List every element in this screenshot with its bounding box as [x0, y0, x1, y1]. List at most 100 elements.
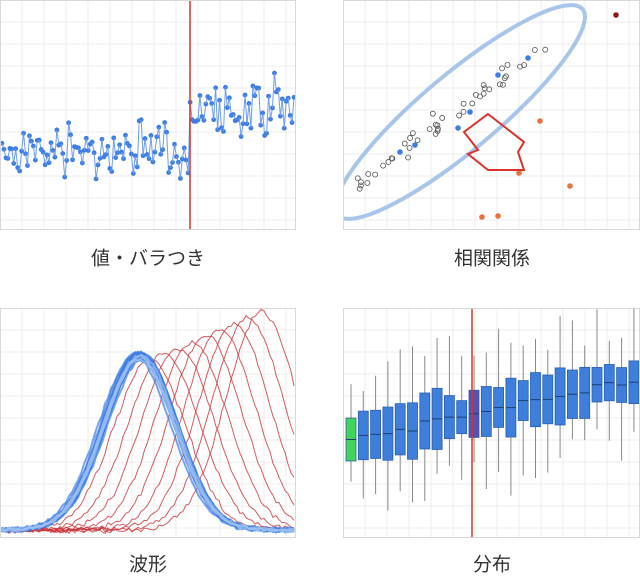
connector [177, 162, 181, 179]
connector [219, 100, 223, 128]
connector [144, 138, 148, 155]
point [407, 135, 413, 141]
connector [244, 94, 248, 124]
connector [199, 95, 203, 117]
point [434, 125, 441, 132]
point [531, 47, 538, 53]
point [434, 128, 441, 134]
point [95, 162, 101, 168]
waveform-thumbnail [0, 308, 296, 538]
point [62, 174, 68, 180]
connector [56, 129, 60, 146]
point [46, 160, 52, 166]
point [42, 162, 48, 168]
connector [266, 96, 270, 134]
point [166, 170, 172, 175]
correlation-thumbnail [343, 0, 640, 230]
point [54, 127, 60, 133]
connector [34, 140, 38, 161]
connector [248, 103, 252, 129]
connector [21, 133, 25, 152]
connector [19, 150, 23, 171]
connector [262, 112, 266, 136]
point [154, 134, 160, 140]
connector [224, 87, 228, 108]
connector [271, 72, 275, 108]
connector [246, 103, 250, 124]
connector [283, 101, 287, 129]
point [385, 159, 392, 165]
connector [203, 103, 207, 121]
point [103, 152, 109, 157]
point [130, 171, 136, 176]
point [9, 146, 15, 152]
connector [123, 135, 126, 159]
point [389, 155, 396, 162]
connector [215, 87, 219, 130]
point [426, 126, 433, 133]
point [469, 100, 476, 107]
point-highlight [412, 142, 418, 148]
connector [179, 158, 183, 179]
connector [228, 97, 232, 116]
distribution-thumbnail [343, 308, 640, 538]
connector [113, 137, 117, 158]
connector [64, 160, 68, 178]
outlier [479, 214, 485, 220]
border [0, 308, 296, 538]
point [358, 182, 364, 189]
point-highlight [525, 55, 531, 61]
connector [258, 87, 262, 126]
connector [238, 117, 242, 137]
caption: 分布 [473, 554, 511, 576]
outlier [567, 183, 573, 189]
connector [242, 94, 246, 124]
connector [166, 132, 170, 173]
point [358, 179, 364, 186]
connector [250, 85, 254, 129]
wave-red [0, 308, 295, 533]
connector [11, 148, 15, 164]
point [460, 100, 467, 107]
point [356, 185, 363, 192]
connector [277, 89, 281, 117]
point [409, 130, 416, 137]
connector [172, 144, 175, 163]
point [414, 137, 421, 144]
outlier [516, 170, 522, 176]
point-highlight [467, 109, 473, 115]
point [432, 130, 439, 137]
connector [279, 98, 283, 117]
connector [54, 129, 58, 158]
point [79, 160, 85, 166]
caption: 値・バラつき [91, 248, 205, 270]
connector [222, 87, 226, 132]
connector [217, 100, 221, 130]
connector [213, 87, 217, 120]
outlier [495, 213, 501, 219]
point [401, 140, 408, 147]
point [5, 156, 11, 161]
point-highlight [397, 149, 403, 155]
point [497, 81, 503, 88]
connector [197, 95, 201, 120]
point [504, 62, 511, 68]
point [439, 115, 446, 121]
connector [148, 135, 152, 159]
outlier [613, 12, 619, 18]
wave-blue [0, 353, 295, 533]
connector [142, 138, 146, 156]
connector [23, 133, 27, 154]
connector [132, 155, 136, 174]
point [152, 149, 158, 155]
arrow [462, 112, 526, 171]
caption: 波形 [129, 554, 167, 576]
point [460, 108, 467, 115]
point [481, 85, 488, 92]
point [456, 112, 463, 119]
connector [15, 148, 19, 168]
point [380, 162, 387, 169]
outlier [537, 118, 543, 124]
connector [281, 98, 285, 129]
